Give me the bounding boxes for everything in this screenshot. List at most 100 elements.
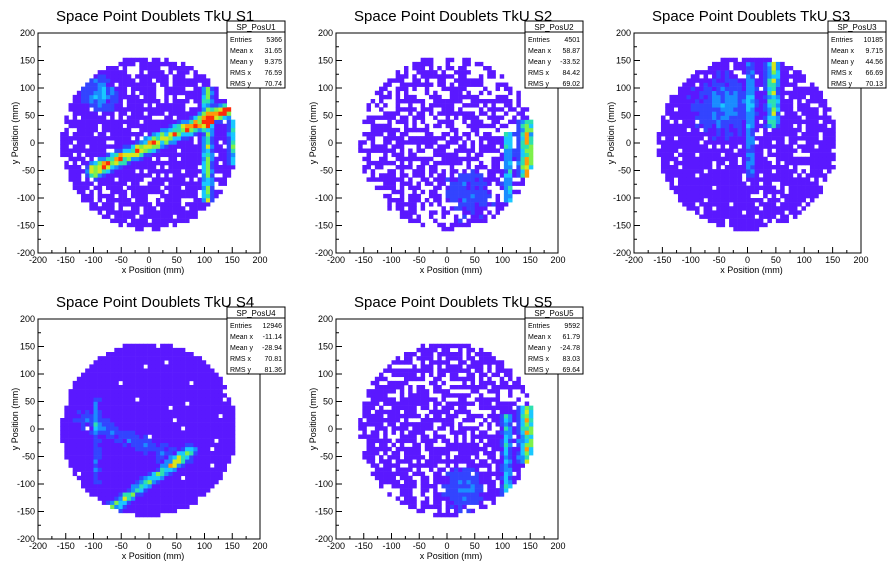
heatmap-bin <box>699 148 704 153</box>
heatmap-bin <box>130 368 136 373</box>
heatmap-bin <box>754 206 760 211</box>
heatmap-bin <box>168 123 173 129</box>
heatmap-bin <box>81 393 86 398</box>
heatmap-bin <box>673 99 679 104</box>
heatmap-bin <box>72 94 78 100</box>
heatmap-bin <box>164 103 169 108</box>
heatmap-bin <box>130 488 136 493</box>
heatmap-bin <box>716 148 721 153</box>
heatmap-bin <box>81 90 86 96</box>
heatmap-bin <box>105 90 111 96</box>
heatmap-bin <box>135 467 140 472</box>
heatmap-bin <box>93 467 98 472</box>
heatmap-bin <box>118 442 123 448</box>
heatmap-bin <box>139 475 144 481</box>
heatmap-bin <box>780 107 785 112</box>
heatmap-bin <box>358 144 363 149</box>
heatmap-bin <box>97 86 103 92</box>
heatmap-bin <box>201 90 207 96</box>
heatmap-bin <box>214 426 219 431</box>
heatmap-bin <box>474 127 480 133</box>
heatmap-bin <box>788 115 794 120</box>
heatmap-bin <box>763 86 768 92</box>
heatmap-bin <box>189 459 194 464</box>
heatmap-bin <box>164 475 169 481</box>
heatmap-bin <box>193 455 198 460</box>
heatmap-bin <box>822 144 828 149</box>
heatmap-bin <box>218 405 223 411</box>
heatmap-bin <box>185 385 190 390</box>
heatmap-bin <box>118 123 123 129</box>
heatmap-bin <box>172 210 178 215</box>
heatmap-bin <box>155 214 161 219</box>
heatmap-bin <box>383 86 388 92</box>
heatmap-bin <box>85 397 90 402</box>
heatmap-bin <box>695 156 700 162</box>
heatmap-bin <box>205 82 211 87</box>
heatmap-bin <box>690 165 696 170</box>
heatmap-bin <box>428 173 434 178</box>
heatmap-bin <box>105 82 111 87</box>
heatmap-bin <box>230 405 236 411</box>
heatmap-bin <box>110 467 115 472</box>
heatmap-bin <box>147 488 153 493</box>
heatmap-bin <box>703 202 709 207</box>
heatmap-bin <box>746 202 751 207</box>
heatmap-bin <box>524 132 530 137</box>
heatmap-bin <box>466 210 471 215</box>
heatmap-bin <box>72 405 78 411</box>
heatmap-bin <box>218 132 223 137</box>
heatmap-bin <box>101 409 107 415</box>
heatmap-bin <box>495 169 501 174</box>
heatmap-bin <box>387 123 392 129</box>
heatmap-bin <box>453 99 459 104</box>
heatmap-bin <box>775 127 781 133</box>
heatmap-bin <box>788 181 794 186</box>
heatmap-bin <box>478 165 484 170</box>
heatmap-bin <box>222 160 227 166</box>
heatmap-bin <box>147 61 153 67</box>
heatmap-bin <box>164 152 169 158</box>
heatmap-bin <box>814 177 819 182</box>
heatmap-bin <box>64 438 69 444</box>
heatmap-bin <box>449 222 455 228</box>
heatmap-bin <box>214 409 219 415</box>
heatmap-bin <box>118 467 123 472</box>
heatmap-bin <box>412 123 417 129</box>
heatmap-bin <box>189 181 194 186</box>
heatmap-bin <box>458 185 463 191</box>
heatmap-bin <box>677 169 683 174</box>
stats-value: 4501 <box>564 37 580 44</box>
heatmap-bin <box>64 451 69 456</box>
heatmap-bin <box>499 173 505 178</box>
heatmap-bin <box>85 82 90 87</box>
heatmap-bin <box>750 61 755 67</box>
heatmap-bin <box>703 173 709 178</box>
heatmap-bin <box>737 99 743 104</box>
heatmap-bin <box>155 185 161 191</box>
heatmap-bin <box>105 160 111 166</box>
heatmap-bin <box>185 90 190 96</box>
heatmap-bin <box>76 123 82 129</box>
heatmap-bin <box>449 107 455 112</box>
heatmap-bin <box>491 169 496 174</box>
heatmap-bin <box>516 144 521 149</box>
heatmap-bin <box>737 189 743 195</box>
heatmap-bin <box>695 103 700 108</box>
heatmap-bin <box>110 409 115 415</box>
heatmap-bin <box>160 127 165 133</box>
heatmap-bin <box>118 144 123 149</box>
heatmap-bin <box>682 173 687 178</box>
heatmap-bin <box>788 202 794 207</box>
heatmap-bin <box>508 198 513 203</box>
heatmap-bin <box>712 173 717 178</box>
heatmap-bin <box>387 169 392 174</box>
heatmap-bin <box>831 156 836 162</box>
heatmap-bin <box>763 140 768 145</box>
heatmap-bin <box>682 115 687 120</box>
heatmap-bin <box>491 177 496 182</box>
heatmap-bin <box>130 442 136 448</box>
heatmap-bin <box>201 471 207 477</box>
heatmap-bin <box>81 136 86 141</box>
heatmap-bin <box>76 127 82 133</box>
